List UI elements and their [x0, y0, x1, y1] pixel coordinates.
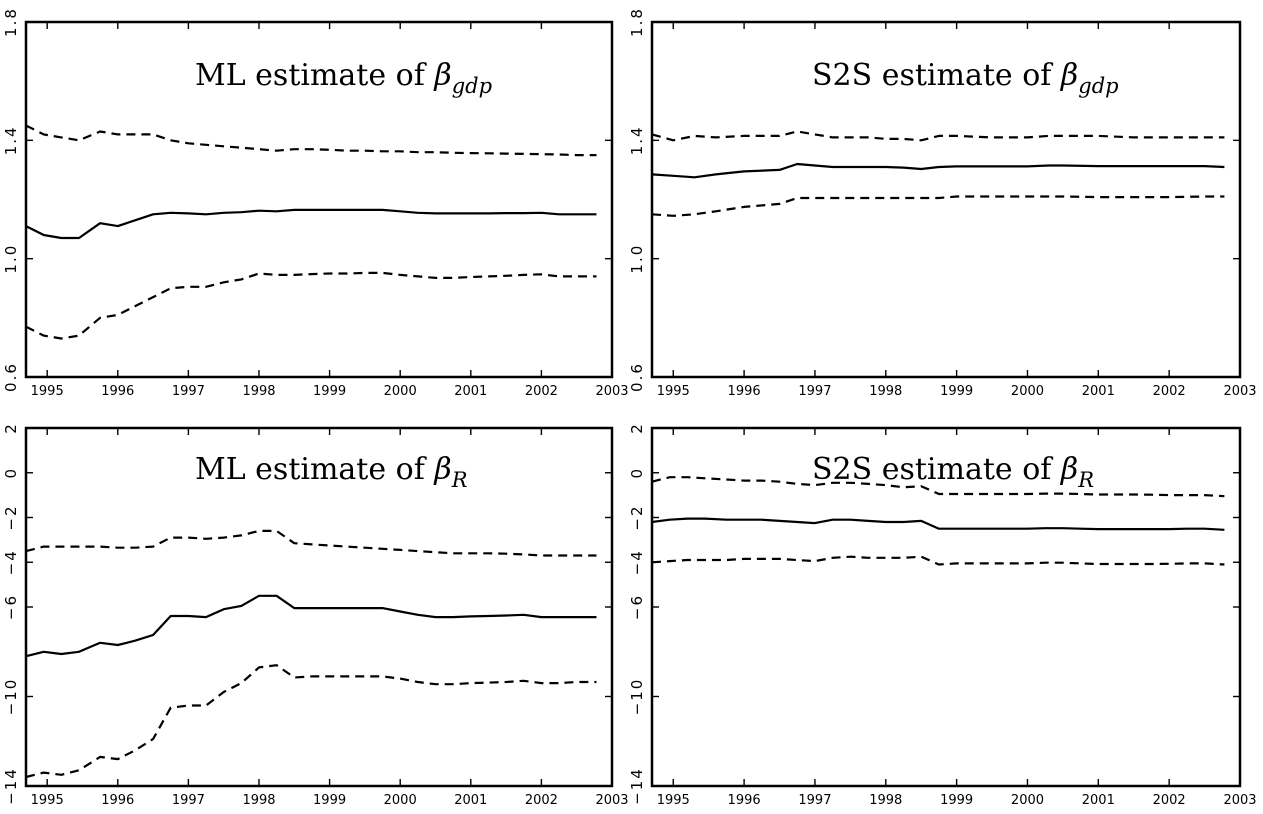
- x-tick-label: 1997: [798, 384, 831, 399]
- plot-frame: [650, 20, 1242, 379]
- x-tick-label: 2003: [595, 384, 628, 399]
- y-tick-label: −2: [2, 504, 20, 530]
- lower-band-line: [651, 195, 1225, 217]
- x-tick-label: 1999: [940, 384, 973, 399]
- panel-title: S2S estimate of βgdp: [812, 58, 1119, 98]
- x-tick-label: 1996: [728, 793, 761, 808]
- estimate-line: [25, 594, 597, 658]
- panel-title-subscript: gdp: [1078, 74, 1118, 98]
- x-tick-label: 1997: [172, 793, 205, 808]
- y-tick-label: −4: [2, 549, 20, 575]
- y-tick-label: 1.0: [628, 244, 646, 274]
- x-tick-label: 1996: [101, 793, 134, 808]
- upper-band-line: [25, 529, 597, 557]
- panel-title-symbol: β: [1060, 452, 1078, 487]
- y-tick-label: 0: [628, 467, 646, 479]
- x-tick-label: 1999: [940, 793, 973, 808]
- panel-title-subscript: gdp: [452, 74, 492, 98]
- y-tick-label: 1.8: [628, 7, 646, 37]
- x-tick-label: 2003: [1223, 384, 1256, 399]
- y-tick-label: 1.8: [2, 7, 20, 37]
- lower-band-line: [25, 664, 597, 779]
- upper-band-line: [25, 124, 597, 157]
- estimate-line: [651, 517, 1225, 531]
- y-tick-label: −10: [628, 678, 646, 716]
- y-tick-label: 2: [2, 422, 20, 434]
- panel-s2s-gdp: 1995 1996 1997 1998 1999 2000 2001 2002 2003 0.6 1…: [628, 7, 1257, 399]
- panel-title-symbol: β: [433, 58, 451, 93]
- x-tick-label: 1997: [798, 793, 831, 808]
- x-tick-label: 2001: [1082, 384, 1115, 399]
- x-tick-label: 2003: [1223, 793, 1256, 808]
- x-tick-label: 1998: [242, 384, 275, 399]
- y-tick-label: −14: [2, 767, 20, 805]
- panel-title-text: ML estimate of: [195, 58, 434, 93]
- x-tick-label: 2002: [525, 793, 558, 808]
- x-tick-label: 2000: [384, 793, 417, 808]
- x-tick-label: 2002: [525, 384, 558, 399]
- x-tick-label: 1999: [313, 384, 346, 399]
- x-tick-label: 1998: [869, 384, 902, 399]
- y-tick-label: −4: [628, 549, 646, 575]
- panel-s2s-r: 1995 1996 1997 1998 1999 2000 2001 2002 2003 −14 −…: [628, 422, 1257, 808]
- y-tick-label: −10: [2, 678, 20, 716]
- lower-band-line: [25, 271, 597, 340]
- x-tick-label: 1995: [31, 384, 64, 399]
- panel-title-text: S2S estimate of: [812, 452, 1061, 487]
- x-tick-label: 1997: [172, 384, 205, 399]
- x-tick-label: 1995: [657, 793, 690, 808]
- y-tick-label: 1.0: [2, 244, 20, 274]
- x-tick-label: 2000: [1011, 384, 1044, 399]
- estimate-line: [651, 162, 1225, 179]
- plot-frame: [24, 20, 614, 379]
- x-tick-label: 2002: [1153, 384, 1186, 399]
- panel-ml-gdp: 1995 1996 1997 1998 1999 2000 2001 2002 2003 0.6 1…: [2, 7, 629, 399]
- upper-band-line: [651, 476, 1225, 498]
- x-tick-label: 1998: [869, 793, 902, 808]
- x-tick-label: 1995: [657, 384, 690, 399]
- x-tick-label: 1996: [101, 384, 134, 399]
- x-tick-label: 2000: [1011, 793, 1044, 808]
- x-tick-label: 1999: [313, 793, 346, 808]
- estimate-line: [25, 208, 597, 240]
- x-tick-label: 1995: [31, 793, 64, 808]
- y-tick-label: −6: [628, 594, 646, 620]
- x-tick-label: 2001: [1082, 793, 1115, 808]
- lower-band-line: [651, 555, 1225, 566]
- panel-title-text: S2S estimate of: [812, 58, 1061, 93]
- x-tick-label: 2003: [595, 793, 628, 808]
- upper-band-line: [651, 130, 1225, 142]
- panel-title: ML estimate of βR: [195, 452, 468, 492]
- panel-title-symbol: β: [1060, 58, 1078, 93]
- x-tick-label: 1996: [728, 384, 761, 399]
- y-tick-label: 1.4: [628, 125, 646, 155]
- y-tick-label: 0.6: [628, 362, 646, 392]
- panel-title: S2S estimate of βR: [812, 452, 1094, 492]
- x-tick-label: 2000: [384, 384, 417, 399]
- y-tick-label: 2: [628, 422, 646, 434]
- panel-title-subscript: R: [1077, 468, 1094, 492]
- y-tick-label: 0: [2, 467, 20, 479]
- y-tick-label: 0.6: [2, 362, 20, 392]
- panel-title-symbol: β: [433, 452, 451, 487]
- y-tick-label: 1.4: [2, 125, 20, 155]
- x-tick-label: 1998: [242, 793, 275, 808]
- y-tick-label: −14: [628, 767, 646, 805]
- x-tick-label: 2001: [454, 384, 487, 399]
- panel-title-text: ML estimate of: [195, 452, 434, 487]
- x-tick-label: 2002: [1153, 793, 1186, 808]
- y-tick-label: −2: [628, 504, 646, 530]
- panel-ml-r: 1995 1996 1997 1998 1999 2000 2001 2002 2003 −14 −…: [2, 422, 629, 808]
- x-tick-label: 2001: [454, 793, 487, 808]
- panel-title-subscript: R: [451, 468, 468, 492]
- panel-title: ML estimate of βgdp: [195, 58, 492, 98]
- y-tick-label: −6: [2, 594, 20, 620]
